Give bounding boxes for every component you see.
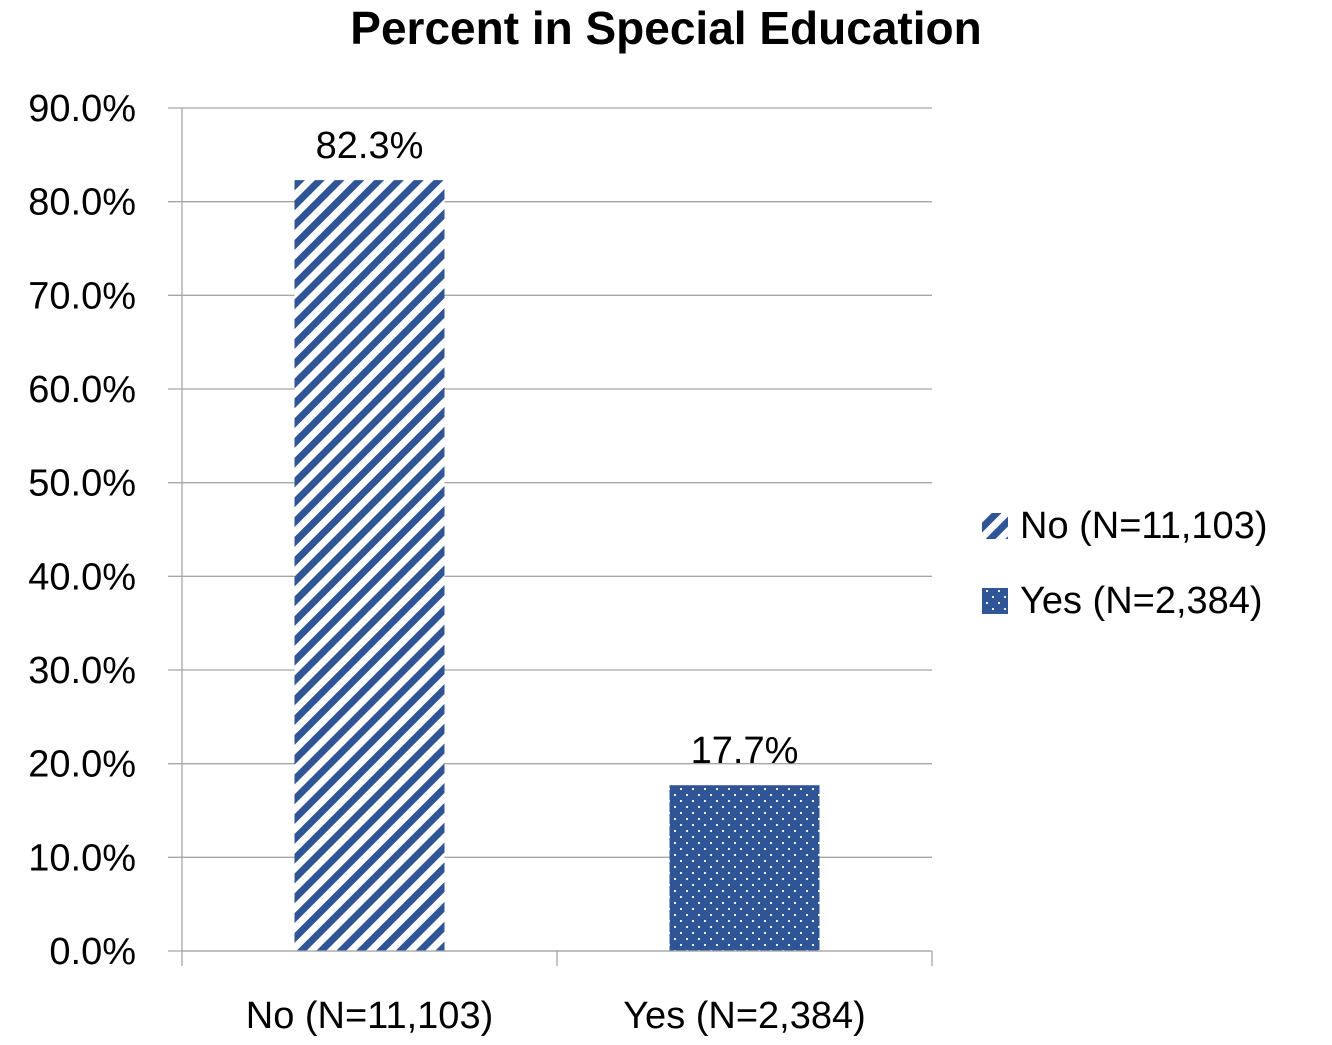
y-tick-label: 60.0%: [28, 369, 136, 411]
y-tick-label: 90.0%: [28, 88, 136, 130]
bar: [670, 785, 820, 951]
y-tick-label: 10.0%: [28, 837, 136, 879]
y-tick-label: 0.0%: [49, 931, 136, 973]
legend-swatch: [982, 588, 1008, 614]
bar: [295, 180, 445, 951]
legend-label: No (N=11,103): [1020, 505, 1267, 547]
data-label: 82.3%: [316, 125, 424, 167]
legend: No (N=11,103) Yes (N=2,384): [982, 505, 1267, 622]
y-tick-label: 20.0%: [28, 744, 136, 786]
legend-label: Yes (N=2,384): [1020, 580, 1263, 622]
y-axis-ticks: 0.0% 10.0% 20.0% 30.0% 40.0% 50.0% 60.0% 70.0% 8…: [28, 88, 136, 973]
y-tick-label: 50.0%: [28, 463, 136, 505]
y-tick-label: 30.0%: [28, 650, 136, 692]
x-tick-label: No (N=11,103): [246, 995, 493, 1037]
chart-title: Percent in Special Education: [350, 2, 981, 54]
x-tick-label: Yes (N=2,384): [623, 995, 866, 1037]
y-tick-label: 40.0%: [28, 556, 136, 598]
x-axis-ticks: No (N=11,103) Yes (N=2,384): [246, 995, 866, 1037]
data-label: 17.7%: [691, 730, 799, 772]
y-tick-label: 80.0%: [28, 182, 136, 224]
legend-swatch: [982, 513, 1008, 539]
y-tick-label: 70.0%: [28, 275, 136, 317]
